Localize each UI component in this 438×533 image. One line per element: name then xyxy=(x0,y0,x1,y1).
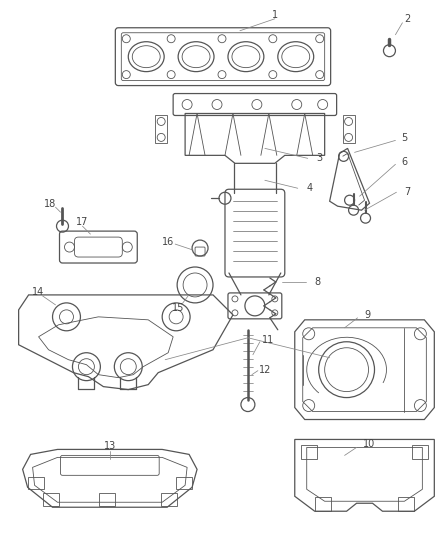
Bar xyxy=(99,493,115,506)
Bar xyxy=(301,446,317,459)
Text: 8: 8 xyxy=(314,277,321,287)
Text: 17: 17 xyxy=(76,217,88,227)
Text: 12: 12 xyxy=(259,365,271,375)
Bar xyxy=(314,497,331,511)
Bar xyxy=(413,446,428,459)
Text: 16: 16 xyxy=(162,237,174,247)
Bar xyxy=(42,493,59,506)
Text: 14: 14 xyxy=(32,287,45,297)
Text: 1: 1 xyxy=(272,10,278,20)
Bar xyxy=(176,478,192,489)
Text: 4: 4 xyxy=(307,183,313,193)
Text: 11: 11 xyxy=(262,335,274,345)
Bar xyxy=(161,493,177,506)
Text: 7: 7 xyxy=(404,187,410,197)
Bar xyxy=(399,497,414,511)
Text: 6: 6 xyxy=(401,157,407,167)
Text: 10: 10 xyxy=(364,439,376,449)
Text: 15: 15 xyxy=(172,303,184,313)
Bar xyxy=(28,478,43,489)
Text: 3: 3 xyxy=(317,154,323,163)
Text: 9: 9 xyxy=(364,310,371,320)
Text: 5: 5 xyxy=(401,133,407,143)
Text: 2: 2 xyxy=(404,14,410,24)
Text: 18: 18 xyxy=(44,199,57,209)
Text: 13: 13 xyxy=(104,441,117,451)
